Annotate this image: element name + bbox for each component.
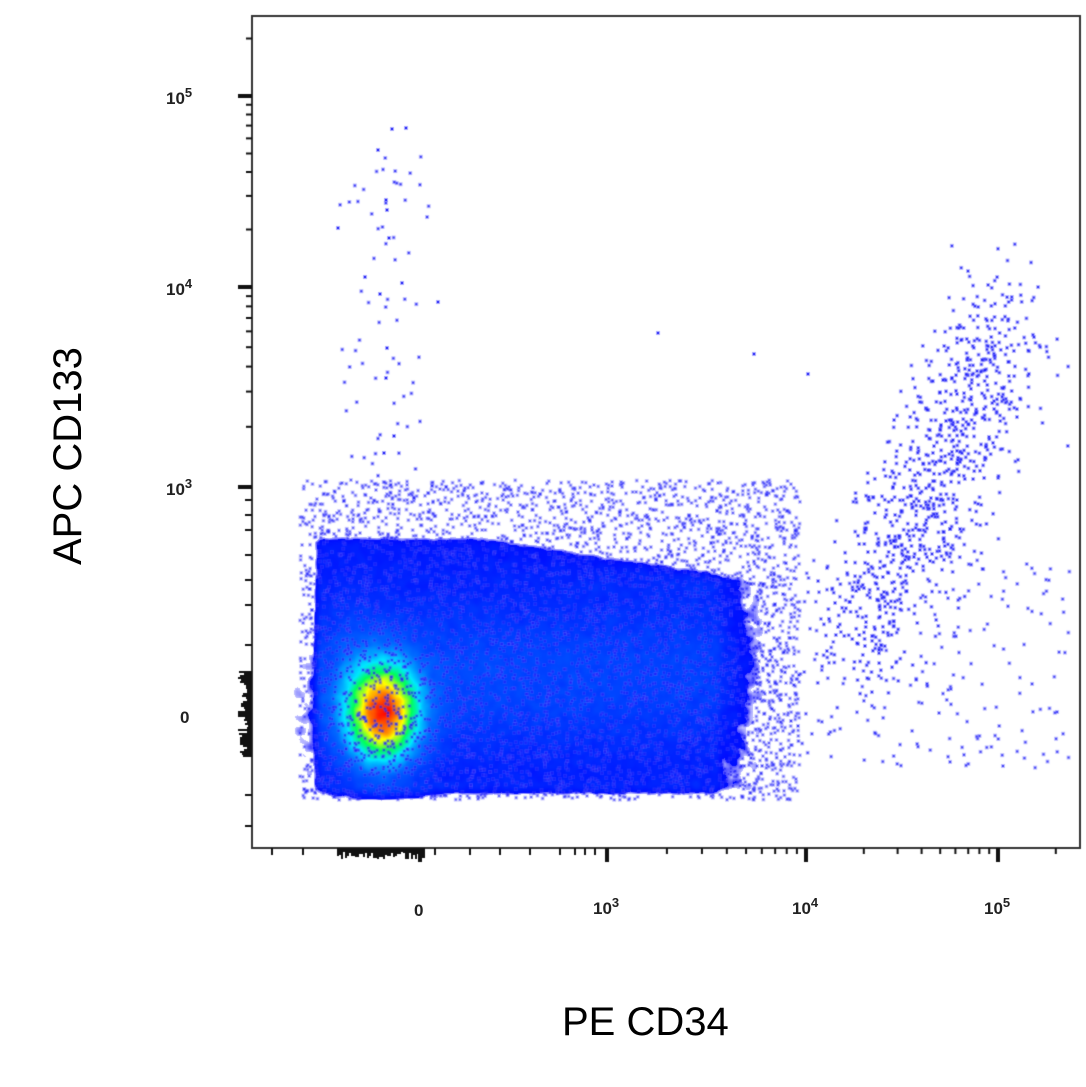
tick-label: 103 <box>593 895 620 918</box>
x-axis-title: PE CD34 <box>562 1000 729 1044</box>
tick-label: 0 <box>180 708 190 727</box>
tick-label: 103 <box>166 476 193 499</box>
tick-label: 0 <box>414 901 424 920</box>
tick-label: 105 <box>166 85 193 108</box>
y-axis-title: APC CD133 <box>46 347 90 565</box>
tick-label: 104 <box>166 276 193 299</box>
tick-label: 104 <box>792 895 819 918</box>
tick-label: 105 <box>984 895 1011 918</box>
